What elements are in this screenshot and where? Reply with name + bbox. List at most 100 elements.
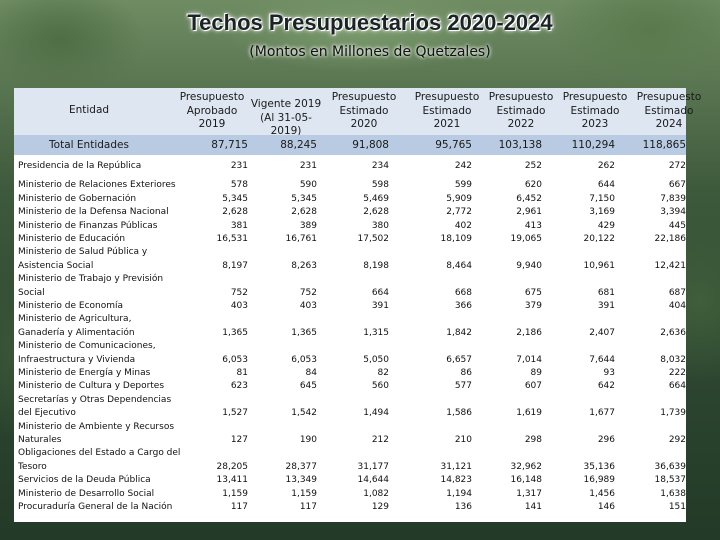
entity-name: Ministerio de la Defensa Nacional (18, 206, 194, 219)
column-header: Presupuesto Aprobado 2019 (174, 91, 250, 133)
cell-value: 16,531 (216, 234, 249, 244)
cell-value: 642 (597, 381, 615, 392)
total-value: 103,138 (498, 139, 542, 151)
cell-value: 1,527 (222, 408, 248, 419)
column-header-line: Estimado (644, 104, 694, 117)
cell-value: 1,365 (222, 327, 248, 338)
cell-value: 1,638 (660, 488, 686, 499)
cell-value: 5,469 (363, 193, 389, 204)
cell-value: 13,349 (285, 475, 318, 486)
cell-value: 9,940 (516, 260, 542, 271)
cell-value: 752 (230, 287, 248, 298)
entity-name: Ministerio de Economía (18, 300, 194, 313)
cell-value: 28,205 (216, 461, 249, 472)
cell-value: 7,839 (660, 193, 686, 204)
cell-value: 7,150 (589, 193, 615, 204)
entity-name: Ministerio de Finanzas Públicas (18, 220, 194, 233)
cell-value: 210 (454, 435, 472, 445)
cell-value: 8,198 (363, 260, 389, 271)
entity-name-line: Ministerio de Agricultura, (18, 314, 132, 325)
entity-column-header: Entidad (68, 104, 110, 116)
entity-name-line: Ministerio de Gobernación (18, 193, 137, 204)
cell-value: 35,136 (583, 461, 616, 472)
cell-value: 1,494 (363, 408, 389, 419)
cell-value: 242 (454, 161, 472, 171)
column-header-line: Aprobado (186, 104, 238, 117)
column-header: Presupuesto Estimado 2024 (632, 91, 706, 133)
cell-value: 379 (524, 301, 542, 311)
cell-value: 675 (524, 287, 542, 298)
entity-name-line: Ministerio de la Defensa Nacional (18, 207, 169, 218)
cell-value: 2,628 (363, 207, 389, 218)
cell-value: 413 (524, 220, 542, 231)
cell-value: 664 (668, 381, 686, 392)
cell-value: 89 (530, 368, 542, 378)
entity-name: Obligaciones del Estado a Cargo del Tesor… (18, 447, 194, 474)
entity-name-line: Ganadería y Alimentación (18, 327, 135, 338)
cell-value: 389 (299, 220, 317, 231)
cell-value: 231 (299, 161, 317, 171)
cell-value: 1,739 (660, 408, 686, 419)
cell-value: 14,644 (357, 475, 390, 486)
total-value: 110,294 (571, 139, 615, 151)
cell-value: 7,014 (516, 354, 542, 365)
cell-value: 16,989 (583, 475, 616, 486)
column-header-line: 2021 (433, 118, 461, 130)
entity-name-line: Infraestructura y Vivienda (18, 354, 136, 365)
cell-value: 599 (454, 180, 472, 191)
cell-value: 296 (597, 435, 615, 445)
cell-value: 1,456 (589, 488, 615, 499)
cell-value: 16,761 (285, 234, 318, 244)
cell-value: 1,542 (291, 408, 317, 419)
column-header: Presupuesto Estimado 2023 (558, 91, 632, 133)
cell-value: 252 (524, 161, 542, 171)
cell-value: 2,961 (516, 207, 542, 218)
cell-value: 146 (597, 502, 615, 512)
entity-name-line: Ministerio de Educación (18, 234, 126, 244)
entity-name: Ministerio de Educación (18, 233, 194, 246)
entity-name-line: Obligaciones del Estado a Cargo del (18, 448, 181, 459)
cell-value: 2,772 (446, 207, 472, 218)
entity-name: Ministerio de Agricultura, Ganadería y Al… (18, 313, 194, 340)
cell-value: 13,411 (216, 475, 249, 486)
entity-name-line: Ministerio de Cultura y Deportes (18, 381, 165, 392)
cell-value: 577 (454, 381, 472, 392)
entity-name-line: Tesoro (18, 461, 47, 472)
cell-value: 598 (371, 180, 389, 191)
cell-value: 298 (524, 435, 542, 445)
cell-value: 391 (371, 301, 389, 311)
cell-value: 117 (230, 502, 248, 512)
cell-value: 391 (597, 301, 615, 311)
entity-name: Procuraduría General de la Nación (18, 501, 194, 514)
cell-value: 403 (230, 301, 248, 311)
entity-name-line: Ministerio de Desarrollo Social (18, 488, 155, 499)
entity-name-line: Social (18, 287, 45, 298)
column-header-line: 2020 (350, 118, 378, 130)
column-header-line: Presupuesto (562, 91, 628, 103)
cell-value: 6,053 (222, 354, 248, 365)
cell-value: 19,065 (510, 234, 543, 244)
column-header-line: Estimado (422, 104, 472, 117)
column-header-line: Estimado (496, 104, 546, 117)
total-value: 91,808 (352, 139, 389, 151)
cell-value: 8,464 (446, 260, 472, 271)
total-value: 118,865 (642, 139, 686, 151)
cell-value: 14,823 (440, 475, 473, 486)
column-header: Presupuesto Estimado 2020 (316, 91, 412, 133)
entity-name-line: Asistencia Social (18, 260, 94, 271)
cell-value: 7,644 (589, 354, 615, 365)
cell-value: 8,263 (291, 260, 317, 271)
total-value: 95,765 (435, 139, 472, 151)
entity-name: Servicios de la Deuda Pública (18, 474, 194, 487)
cell-value: 2,636 (660, 327, 686, 338)
entity-name-line: Ministerio de Trabajo y Previsión (18, 274, 164, 285)
cell-value: 5,345 (291, 193, 317, 204)
entity-name: Ministerio de Comunicaciones, Infraestruc… (18, 340, 194, 367)
cell-value: 127 (230, 435, 248, 445)
cell-value: 380 (371, 220, 389, 231)
total-value: 88,245 (280, 139, 317, 151)
cell-value: 2,628 (291, 207, 317, 218)
cell-value: 18,109 (440, 234, 473, 244)
slide-title: Techos Presupuestarios 2020-2024 (187, 10, 553, 35)
cell-value: 1,317 (516, 488, 542, 499)
